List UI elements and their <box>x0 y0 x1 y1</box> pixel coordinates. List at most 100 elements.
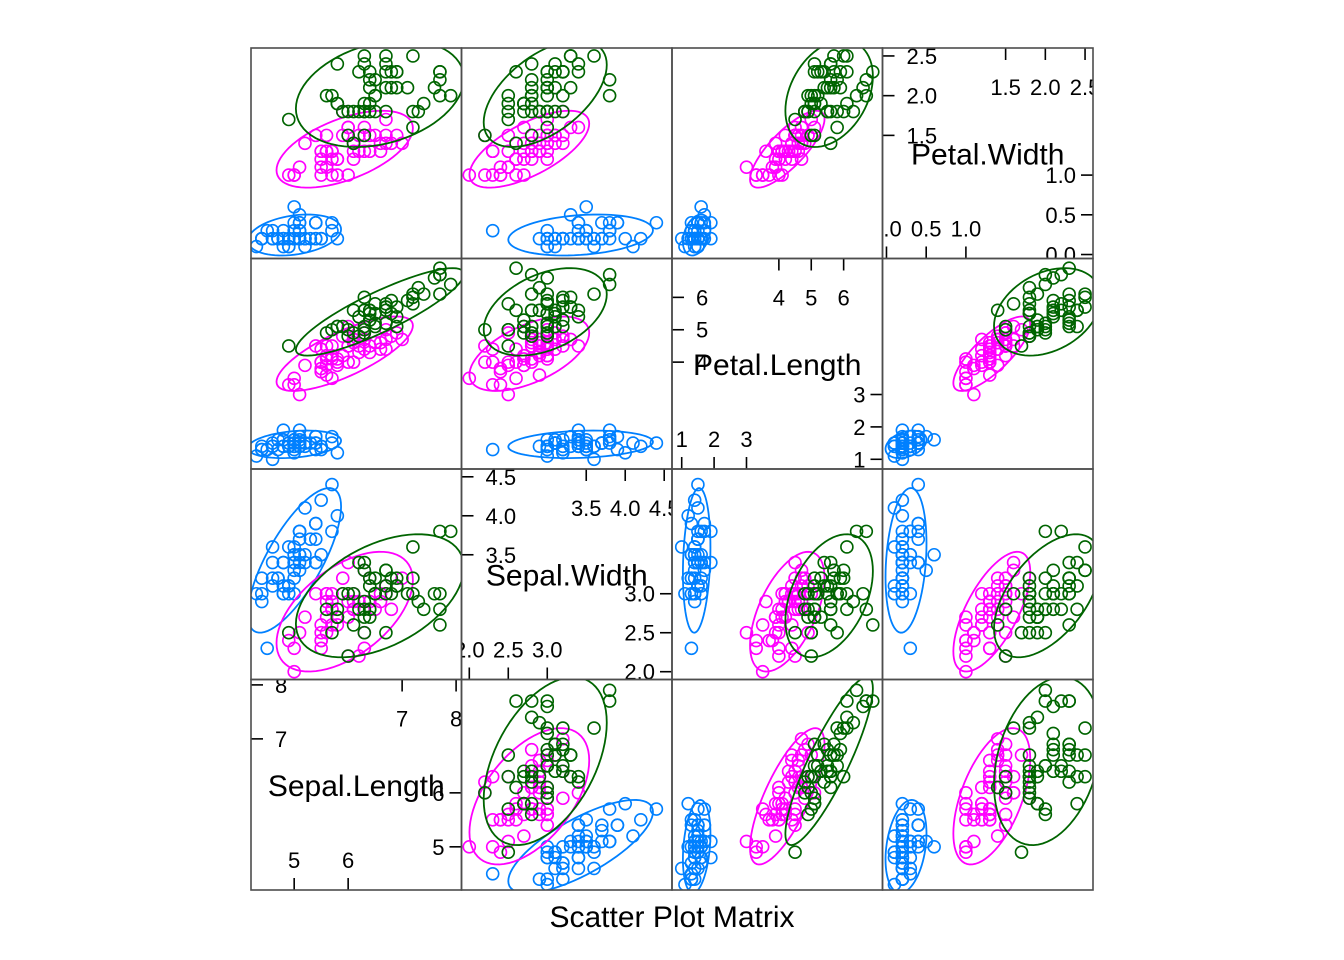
data-point <box>634 439 648 454</box>
data-point <box>563 300 578 314</box>
data-point <box>903 555 918 570</box>
data-point <box>982 625 997 640</box>
data-point <box>684 231 699 246</box>
data-point <box>362 571 377 585</box>
data-point <box>563 439 578 454</box>
tick-label: 2.5 <box>1070 75 1101 100</box>
data-point <box>501 112 516 127</box>
panel-border <box>671 678 884 891</box>
data-point <box>501 355 516 369</box>
data-point <box>571 769 586 784</box>
data-point <box>524 88 539 103</box>
data-point <box>314 633 328 648</box>
data-point <box>587 239 601 254</box>
data-point <box>1070 602 1084 617</box>
data-point <box>352 345 366 360</box>
confidence-ellipse <box>251 429 342 459</box>
data-point <box>982 368 997 382</box>
data-point <box>1038 586 1053 601</box>
data-point <box>959 618 973 632</box>
data-point <box>836 104 851 119</box>
data-point <box>319 326 334 340</box>
data-point <box>610 215 625 230</box>
data-point <box>1014 845 1029 860</box>
data-point <box>587 452 601 467</box>
data-point <box>1078 563 1092 578</box>
data-point <box>540 721 555 735</box>
data-point <box>911 477 926 492</box>
tick-label: 3.0 <box>624 582 655 607</box>
data-point <box>1046 742 1061 757</box>
data-point <box>649 215 664 230</box>
data-point <box>493 168 508 182</box>
data-point <box>739 834 754 849</box>
data-point <box>807 579 822 593</box>
data-point <box>807 602 822 617</box>
data-point <box>485 223 500 238</box>
tick-label: 1.5 <box>907 123 938 148</box>
panel-sepal-width-vs-sepal-length <box>251 477 462 679</box>
confidence-ellipse <box>275 109 414 189</box>
tick-label: 6 <box>342 848 354 873</box>
data-point <box>807 128 822 143</box>
data-point <box>548 128 562 143</box>
data-point <box>368 88 382 103</box>
data-point <box>362 144 377 159</box>
data-point <box>532 339 547 353</box>
data-point <box>990 571 1005 585</box>
tick-label: 5 <box>288 848 300 873</box>
data-point <box>595 823 609 838</box>
data-point <box>1046 737 1061 752</box>
confidence-ellipse <box>482 267 608 357</box>
data-point <box>579 231 594 246</box>
data-point <box>595 231 609 246</box>
panel-sepal-length-vs-petal-length <box>674 679 880 890</box>
data-point <box>540 316 555 331</box>
data-point <box>265 540 280 554</box>
data-point <box>379 136 393 151</box>
data-point <box>791 136 806 151</box>
data-point <box>998 332 1013 347</box>
data-point <box>517 120 531 135</box>
panel-border <box>881 468 1094 681</box>
data-point <box>571 309 586 324</box>
data-point <box>540 335 555 350</box>
data-point <box>517 104 531 119</box>
data-point <box>341 104 355 119</box>
data-point <box>982 764 997 779</box>
data-point <box>967 813 981 827</box>
data-point <box>602 834 617 849</box>
tick-label: 4 <box>696 350 708 375</box>
data-point <box>927 433 941 447</box>
data-point <box>540 786 555 800</box>
data-point <box>548 231 562 246</box>
data-point <box>501 769 516 784</box>
x-axis-label: Scatter Plot Matrix <box>549 901 794 934</box>
confidence-ellipse <box>682 213 712 257</box>
data-point <box>308 215 323 230</box>
data-point <box>517 136 531 151</box>
tick-label: 1.5 <box>990 75 1021 100</box>
data-point <box>775 144 789 159</box>
panel-petal-length-vs-sepal-length <box>251 261 462 467</box>
data-point <box>687 493 702 507</box>
tick-label: 4.5 <box>486 465 517 490</box>
data-point <box>368 586 382 601</box>
data-point <box>587 49 601 63</box>
data-point <box>1038 277 1053 292</box>
data-point <box>330 602 345 617</box>
tick-label: 2.0 <box>1030 75 1061 100</box>
data-point <box>540 694 555 708</box>
data-point <box>903 524 918 539</box>
data-point <box>1014 339 1029 353</box>
data-point <box>478 168 492 182</box>
data-point <box>571 829 586 843</box>
data-point <box>540 306 555 321</box>
data-point <box>524 352 539 366</box>
tick-label: 1 <box>676 427 688 452</box>
data-point <box>587 231 601 246</box>
data-point <box>1030 602 1045 617</box>
data-point <box>911 532 926 546</box>
data-point <box>959 802 973 816</box>
